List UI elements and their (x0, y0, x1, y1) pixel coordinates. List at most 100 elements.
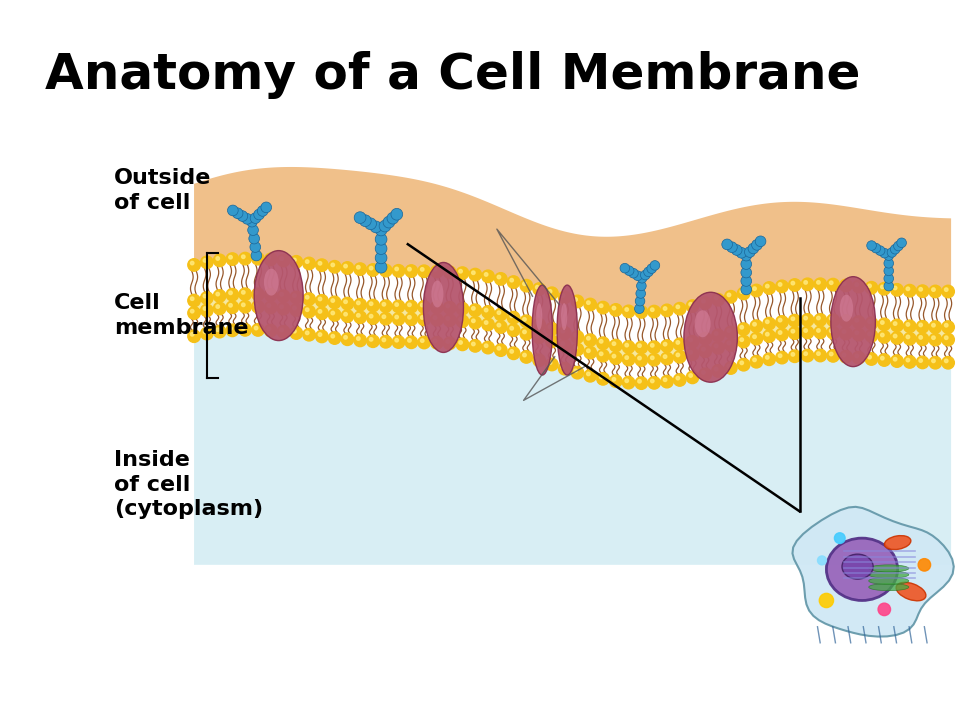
Polygon shape (194, 167, 951, 314)
Circle shape (945, 323, 948, 327)
Circle shape (213, 325, 226, 338)
Circle shape (852, 351, 865, 364)
Circle shape (456, 338, 468, 351)
Circle shape (494, 273, 507, 285)
Circle shape (702, 348, 706, 351)
Circle shape (814, 278, 827, 290)
Circle shape (523, 318, 526, 321)
Circle shape (216, 257, 220, 260)
Circle shape (765, 284, 769, 288)
Circle shape (571, 343, 584, 356)
Text: Outside
of cell: Outside of cell (114, 168, 211, 213)
Circle shape (689, 302, 692, 306)
Polygon shape (194, 332, 951, 565)
Circle shape (763, 282, 776, 294)
Circle shape (344, 312, 348, 316)
Circle shape (884, 251, 894, 261)
Circle shape (395, 338, 398, 342)
Circle shape (485, 344, 488, 348)
Circle shape (344, 300, 348, 304)
Circle shape (471, 342, 475, 346)
Circle shape (744, 247, 756, 257)
Ellipse shape (532, 285, 552, 375)
Circle shape (878, 282, 891, 295)
Circle shape (510, 279, 514, 282)
Circle shape (356, 266, 360, 269)
Circle shape (878, 318, 891, 330)
Circle shape (932, 336, 935, 339)
Ellipse shape (431, 281, 444, 307)
Circle shape (637, 344, 641, 347)
Circle shape (750, 284, 762, 297)
Circle shape (446, 317, 449, 320)
Circle shape (878, 603, 891, 616)
Circle shape (884, 274, 894, 284)
Circle shape (894, 322, 897, 325)
Circle shape (420, 316, 424, 319)
Circle shape (280, 257, 283, 261)
Circle shape (699, 345, 711, 357)
Circle shape (880, 356, 884, 360)
Circle shape (520, 351, 533, 363)
Circle shape (740, 290, 743, 293)
Circle shape (408, 338, 411, 342)
Circle shape (254, 303, 258, 307)
Circle shape (689, 351, 692, 354)
Circle shape (370, 221, 382, 233)
Circle shape (650, 261, 660, 270)
Circle shape (942, 321, 954, 333)
Circle shape (932, 323, 935, 327)
Circle shape (574, 333, 577, 337)
Circle shape (674, 302, 686, 315)
Circle shape (817, 329, 820, 332)
Circle shape (444, 302, 456, 314)
Circle shape (431, 301, 444, 313)
Circle shape (319, 310, 322, 313)
Circle shape (599, 304, 603, 307)
Circle shape (204, 307, 206, 310)
Circle shape (216, 292, 220, 296)
Circle shape (779, 283, 781, 287)
Circle shape (293, 258, 297, 261)
Circle shape (523, 354, 526, 357)
Circle shape (852, 316, 865, 328)
Circle shape (714, 367, 718, 371)
Circle shape (482, 318, 494, 330)
Circle shape (819, 593, 833, 608)
Ellipse shape (869, 565, 909, 572)
Circle shape (248, 225, 258, 235)
Circle shape (725, 290, 737, 303)
Circle shape (817, 352, 820, 356)
Circle shape (587, 301, 590, 305)
Ellipse shape (695, 310, 710, 337)
Circle shape (444, 337, 456, 350)
Circle shape (868, 320, 872, 323)
Circle shape (237, 211, 248, 221)
Circle shape (737, 323, 750, 336)
Circle shape (204, 258, 206, 262)
Circle shape (737, 336, 750, 348)
Circle shape (728, 341, 731, 345)
Circle shape (379, 264, 392, 276)
Circle shape (267, 256, 271, 259)
Circle shape (497, 346, 501, 350)
Circle shape (599, 340, 603, 343)
Circle shape (482, 341, 494, 354)
Circle shape (763, 330, 776, 342)
Circle shape (227, 289, 239, 301)
Circle shape (865, 282, 877, 294)
Circle shape (548, 361, 552, 364)
Circle shape (842, 330, 846, 333)
Ellipse shape (869, 571, 909, 578)
Circle shape (302, 293, 315, 305)
Circle shape (791, 353, 795, 356)
Circle shape (469, 340, 482, 352)
Circle shape (280, 305, 283, 308)
Circle shape (788, 350, 801, 362)
Circle shape (561, 342, 564, 346)
Circle shape (880, 285, 884, 289)
Circle shape (254, 326, 258, 330)
Circle shape (331, 334, 334, 338)
Circle shape (523, 330, 526, 333)
Circle shape (903, 333, 916, 345)
